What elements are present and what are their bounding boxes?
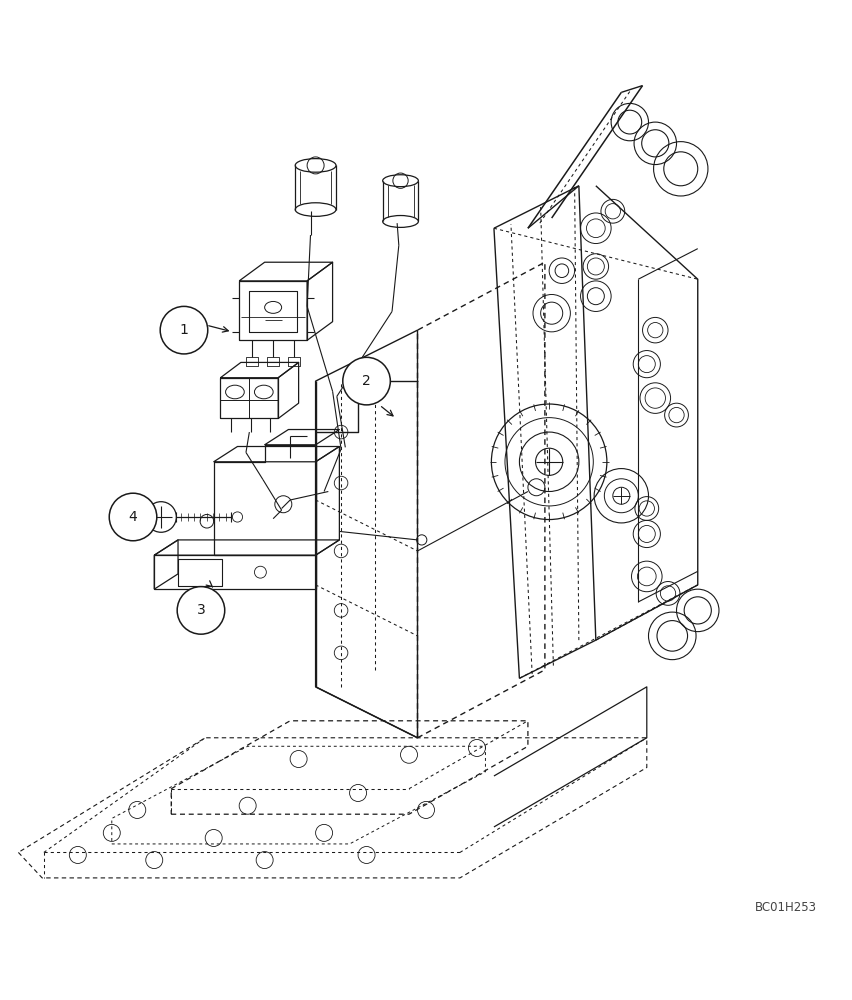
Text: BC01H253: BC01H253 [755, 901, 817, 914]
Text: 3: 3 [197, 603, 205, 617]
Text: 2: 2 [362, 374, 371, 388]
Circle shape [109, 493, 157, 541]
Circle shape [177, 587, 225, 634]
Text: 1: 1 [180, 323, 188, 337]
Circle shape [160, 306, 208, 354]
Text: 4: 4 [129, 510, 137, 524]
Circle shape [343, 357, 390, 405]
